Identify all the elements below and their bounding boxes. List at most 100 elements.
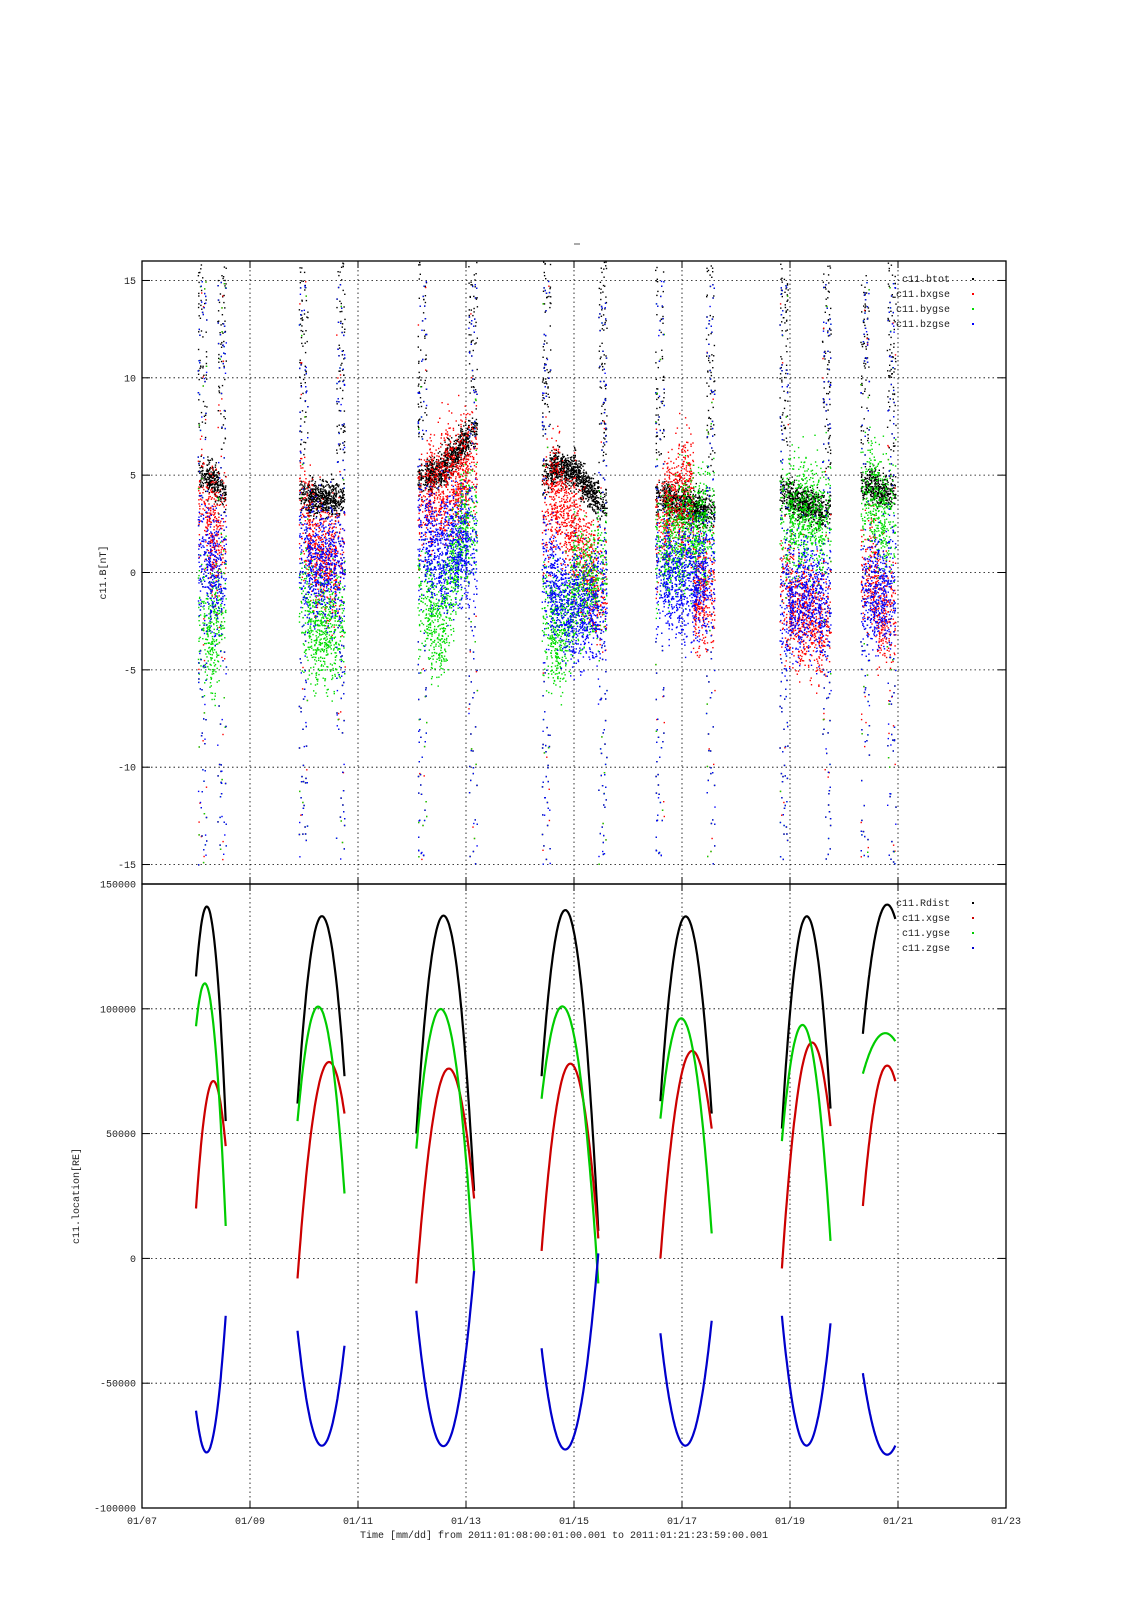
data-point: [684, 481, 687, 484]
data-point: [666, 509, 668, 512]
data-point: [780, 476, 782, 479]
data-point: [339, 495, 341, 497]
data-point: [431, 474, 433, 477]
data-point: [456, 458, 458, 460]
data-point: [796, 502, 798, 505]
data-point: [468, 266, 470, 268]
data-point: [673, 493, 675, 495]
data-point: [216, 481, 218, 484]
data-point: [664, 484, 666, 487]
data-point: [428, 480, 430, 482]
data-point: [223, 365, 225, 367]
data-point: [666, 499, 668, 501]
data-point: [792, 498, 795, 500]
data-point: [823, 356, 825, 358]
data-point: [197, 275, 200, 277]
data-point: [427, 478, 429, 480]
data-point: [705, 519, 708, 521]
data-point: [708, 506, 710, 509]
data-point: [592, 491, 594, 494]
data-point: [546, 342, 548, 344]
data-point: [560, 463, 562, 465]
data-point: [341, 501, 343, 503]
data-point: [655, 452, 658, 454]
data-point: [459, 436, 462, 438]
data-point: [817, 520, 819, 523]
data-point: [318, 500, 321, 502]
data-point: [584, 493, 587, 496]
data-point: [316, 494, 318, 496]
data-point: [798, 510, 800, 512]
data-point: [687, 495, 689, 498]
data-point: [200, 484, 203, 486]
data-point: [713, 512, 715, 515]
data-point: [206, 485, 209, 487]
data-point: [786, 309, 789, 311]
data-point: [660, 489, 662, 491]
data-point: [440, 484, 443, 486]
data-point: [216, 475, 218, 477]
data-point: [546, 369, 548, 371]
data-point: [209, 485, 211, 488]
data-point: [571, 476, 573, 478]
data-point: [821, 340, 824, 343]
data-point: [825, 288, 827, 290]
data-point: [321, 495, 323, 497]
data-point: [197, 348, 200, 351]
data-point: [326, 503, 329, 505]
data-point: [597, 507, 599, 510]
data-point: [806, 515, 808, 517]
data-point: [209, 481, 211, 484]
data-point: [828, 438, 830, 440]
data-point: [782, 484, 784, 486]
data-point: [813, 513, 815, 516]
data-point: [713, 509, 715, 511]
data-point: [325, 516, 328, 519]
data-point: [417, 470, 419, 473]
data-point: [584, 478, 587, 481]
data-point: [583, 501, 585, 503]
data-point: [198, 315, 200, 317]
data-point: [600, 267, 602, 269]
data-point: [541, 399, 544, 401]
data-point: [784, 322, 786, 324]
data-point: [554, 467, 556, 469]
data-point: [604, 363, 606, 365]
data-point: [656, 513, 659, 515]
data-point: [781, 414, 784, 416]
data-point: [305, 299, 308, 302]
data-point: [550, 349, 552, 351]
data-point: [310, 496, 312, 498]
data-point: [657, 491, 660, 493]
data-point: [460, 431, 462, 433]
data-point: [327, 509, 329, 511]
data-point: [339, 448, 342, 450]
data-point: [208, 481, 210, 483]
data-point: [302, 491, 305, 494]
data-point: [687, 503, 689, 505]
data-point: [306, 491, 308, 493]
data-point: [599, 345, 601, 347]
data-point: [661, 402, 663, 405]
data-point: [299, 497, 302, 500]
data-point: [476, 337, 478, 339]
data-point: [586, 483, 588, 486]
data-point: [547, 478, 550, 480]
data-point: [696, 502, 698, 504]
data-point: [596, 506, 599, 509]
data-point: [564, 461, 567, 463]
data-point: [445, 462, 448, 465]
data-point: [662, 376, 665, 378]
data-point: [438, 480, 441, 482]
data-point: [451, 465, 453, 467]
data-point: [603, 505, 606, 508]
data-point: [468, 282, 470, 284]
data-point: [822, 341, 824, 343]
data-point: [209, 483, 212, 485]
data-point: [713, 355, 715, 357]
data-point: [825, 467, 827, 470]
data-point: [216, 490, 218, 492]
data-point: [558, 471, 561, 474]
data-point: [318, 511, 321, 514]
data-point: [212, 473, 215, 476]
